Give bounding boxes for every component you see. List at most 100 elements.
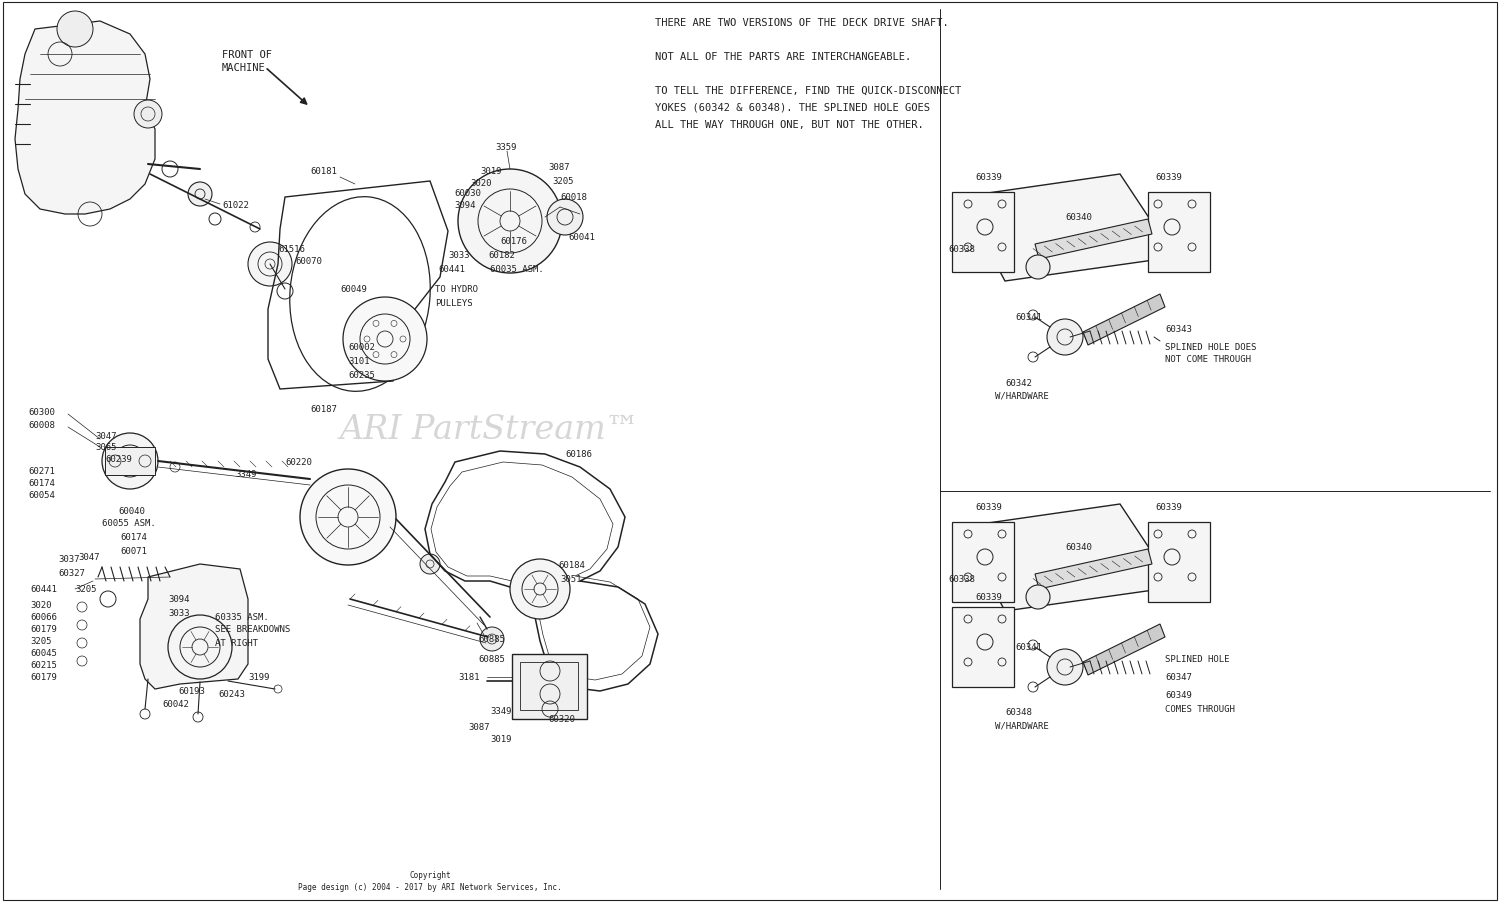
- Text: 3349: 3349: [236, 470, 256, 479]
- Text: 60182: 60182: [488, 251, 514, 260]
- Polygon shape: [1083, 624, 1166, 675]
- Circle shape: [548, 200, 584, 236]
- Circle shape: [480, 628, 504, 651]
- Text: THERE ARE TWO VERSIONS OF THE DECK DRIVE SHAFT.: THERE ARE TWO VERSIONS OF THE DECK DRIVE…: [656, 18, 948, 28]
- Circle shape: [1026, 256, 1050, 280]
- Bar: [1148, 192, 1210, 273]
- Text: 60243: 60243: [217, 690, 244, 699]
- Text: 3033: 3033: [448, 251, 470, 260]
- Text: 60235: 60235: [348, 371, 375, 380]
- Text: COMES THROUGH: COMES THROUGH: [1166, 704, 1234, 713]
- Text: 3051: 3051: [560, 575, 582, 584]
- Text: ARI PartStream™: ARI PartStream™: [340, 414, 640, 445]
- Text: 60215: 60215: [30, 661, 57, 670]
- Text: 3181: 3181: [458, 673, 480, 682]
- Text: 60220: 60220: [285, 458, 312, 467]
- Text: 3019: 3019: [480, 167, 501, 176]
- Circle shape: [134, 101, 162, 129]
- Text: 3205: 3205: [75, 585, 96, 594]
- Circle shape: [510, 559, 570, 619]
- Text: TO HYDRO: TO HYDRO: [435, 285, 478, 294]
- Text: 3020: 3020: [470, 178, 492, 187]
- Text: 60042: 60042: [162, 700, 189, 709]
- Text: 3087: 3087: [468, 722, 489, 731]
- Text: 60045: 60045: [30, 648, 57, 657]
- Text: 3205: 3205: [552, 177, 573, 186]
- Text: 60181: 60181: [310, 167, 338, 176]
- Text: 60054: 60054: [28, 491, 56, 500]
- Text: W/HARDWARE: W/HARDWARE: [994, 721, 1048, 730]
- Text: 3094: 3094: [454, 200, 476, 209]
- Circle shape: [344, 298, 427, 382]
- Text: SEE BREAKDOWNS: SEE BREAKDOWNS: [214, 625, 291, 634]
- Text: 60343: 60343: [1166, 325, 1192, 334]
- Text: 60320: 60320: [548, 714, 574, 723]
- Text: 60066: 60066: [30, 613, 57, 622]
- Text: 60271: 60271: [28, 467, 56, 476]
- Text: 60035 ASM.: 60035 ASM.: [490, 265, 543, 275]
- Circle shape: [300, 470, 396, 565]
- Text: 60339: 60339: [1155, 503, 1182, 512]
- Text: 60335 ASM.: 60335 ASM.: [214, 612, 268, 621]
- Circle shape: [248, 243, 292, 286]
- Text: 3047: 3047: [94, 432, 117, 441]
- Text: 60441: 60441: [438, 265, 465, 275]
- Text: 60186: 60186: [566, 450, 592, 459]
- Text: 60349: 60349: [1166, 691, 1192, 700]
- Bar: [520, 662, 578, 711]
- Text: 60040: 60040: [118, 507, 146, 516]
- Text: 60008: 60008: [28, 421, 56, 430]
- Text: SPLINED HOLE: SPLINED HOLE: [1166, 655, 1230, 664]
- Text: 60441: 60441: [30, 585, 57, 594]
- Circle shape: [102, 433, 158, 489]
- Text: 3047: 3047: [78, 552, 99, 561]
- Polygon shape: [1083, 294, 1166, 346]
- Text: 60071: 60071: [120, 547, 147, 556]
- Text: 60885: 60885: [478, 655, 506, 664]
- Text: 60184: 60184: [558, 560, 585, 569]
- Text: 3359: 3359: [495, 144, 516, 153]
- Text: 60030: 60030: [454, 190, 482, 199]
- Text: TO TELL THE DIFFERENCE, FIND THE QUICK-DISCONNECT: TO TELL THE DIFFERENCE, FIND THE QUICK-D…: [656, 86, 962, 96]
- Bar: [512, 655, 586, 719]
- Text: 60174: 60174: [28, 479, 56, 488]
- Circle shape: [420, 554, 440, 574]
- Circle shape: [1047, 649, 1083, 685]
- Polygon shape: [15, 22, 154, 215]
- Text: Copyright: Copyright: [410, 870, 452, 880]
- Text: MACHINE: MACHINE: [222, 63, 266, 73]
- Bar: [105, 448, 154, 476]
- Text: 60885: 60885: [478, 635, 506, 644]
- Text: 3101: 3101: [348, 357, 369, 366]
- Text: 3199: 3199: [248, 673, 270, 682]
- Text: 60342: 60342: [1005, 378, 1032, 387]
- Text: 60055 ASM.: 60055 ASM.: [102, 519, 156, 528]
- Text: 60340: 60340: [1065, 213, 1092, 222]
- Text: 60327: 60327: [58, 568, 86, 577]
- Text: 60341: 60341: [1016, 643, 1042, 652]
- Text: 60018: 60018: [560, 193, 586, 202]
- Bar: [952, 523, 1014, 602]
- Text: 3349: 3349: [490, 707, 512, 716]
- Text: 60002: 60002: [348, 343, 375, 352]
- Text: 60176: 60176: [500, 237, 526, 247]
- Text: 60341: 60341: [1016, 313, 1042, 322]
- Text: 3087: 3087: [548, 163, 570, 172]
- Circle shape: [57, 12, 93, 48]
- Text: 60193: 60193: [178, 687, 206, 695]
- Text: 3065: 3065: [94, 443, 117, 452]
- Circle shape: [188, 182, 211, 207]
- Text: 61022: 61022: [222, 200, 249, 209]
- Text: 3037: 3037: [58, 554, 80, 563]
- Text: 60300: 60300: [28, 408, 56, 417]
- Text: PULLEYS: PULLEYS: [435, 298, 472, 307]
- Text: 3019: 3019: [490, 735, 512, 744]
- Polygon shape: [960, 175, 1174, 282]
- Text: 60339: 60339: [1155, 173, 1182, 182]
- Text: 60348: 60348: [1005, 708, 1032, 717]
- Circle shape: [1047, 320, 1083, 356]
- Text: 60339: 60339: [975, 503, 1002, 512]
- Polygon shape: [140, 564, 248, 689]
- Text: 60340: 60340: [1065, 543, 1092, 552]
- Text: W/HARDWARE: W/HARDWARE: [994, 391, 1048, 400]
